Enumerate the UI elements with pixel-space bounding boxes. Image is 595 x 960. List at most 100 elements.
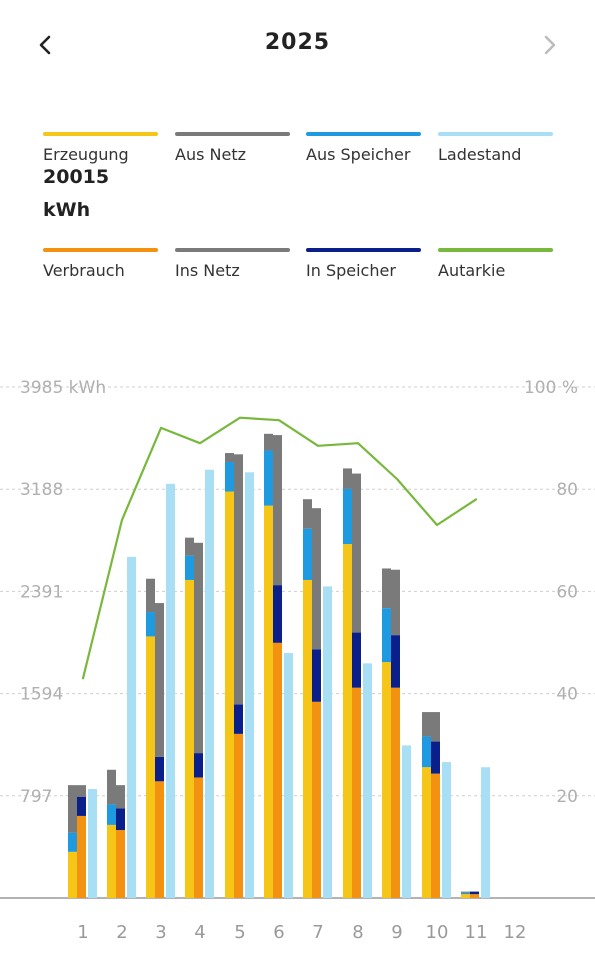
bar-ins-netz-1 (77, 785, 86, 797)
summary-unit: kWh (43, 199, 91, 221)
bar-erzeugung-4 (185, 579, 194, 898)
y-tick-left: 3985 kWh (20, 378, 106, 398)
bar-erzeugung-3 (146, 636, 155, 898)
bar-aus-speicher-9 (382, 608, 391, 663)
x-tick-label: 5 (234, 922, 245, 943)
bar-ins-netz-9 (391, 569, 400, 636)
bar-aus-netz-6 (264, 433, 273, 451)
bar-verbrauch-11 (470, 894, 479, 898)
bar-erzeugung-1 (68, 851, 77, 898)
bar-in-speicher-11 (470, 891, 479, 895)
bar-ladestand-3 (166, 483, 175, 898)
bar-aus-speicher-4 (185, 555, 194, 580)
bar-ladestand-10 (442, 762, 451, 898)
legend-swatch (306, 248, 421, 252)
bar-erzeugung-8 (343, 544, 352, 898)
bar-aus-netz-2 (107, 769, 116, 805)
bar-in-speicher-1 (77, 796, 86, 816)
bar-erzeugung-7 (303, 579, 312, 898)
bar-in-speicher-7 (312, 649, 321, 702)
legend-item-ins-netz[interactable]: Ins Netz (175, 248, 290, 280)
legend-item-autarkie[interactable]: Autarkie (438, 248, 553, 280)
bar-aus-netz-7 (303, 499, 312, 529)
legend-item-erzeugung[interactable]: Erzeugung (43, 132, 158, 164)
legend-label: Autarkie (438, 261, 506, 280)
bar-aus-speicher-7 (303, 528, 312, 580)
bar-aus-speicher-2 (107, 804, 116, 825)
chevron-left-icon[interactable] (30, 28, 60, 62)
bar-aus-netz-11 (461, 891, 470, 893)
legend-label: Verbrauch (43, 261, 125, 280)
y-tick-right: 40 (556, 685, 578, 705)
y-tick-right: 80 (556, 480, 578, 500)
bar-aus-netz-4 (185, 537, 194, 556)
bar-ladestand-9 (402, 745, 411, 898)
bar-aus-speicher-6 (264, 450, 273, 506)
bar-ladestand-6 (284, 653, 293, 898)
bar-erzeugung-2 (107, 824, 116, 898)
legend-item-aus-netz[interactable]: Aus Netz (175, 132, 290, 164)
bar-erzeugung-6 (264, 505, 273, 898)
bar-verbrauch-4 (194, 777, 203, 898)
bar-verbrauch-6 (273, 642, 282, 898)
x-tick-label: 3 (155, 922, 166, 943)
x-tick-label: 9 (391, 922, 402, 943)
bar-erzeugung-5 (225, 491, 234, 898)
bar-ladestand-5 (245, 472, 254, 898)
y-tick-left: 797 (20, 787, 52, 807)
bar-verbrauch-8 (352, 687, 361, 898)
bar-ladestand-4 (205, 469, 214, 898)
x-tick-label: 4 (194, 922, 205, 943)
legend-swatch (175, 248, 290, 252)
x-tick-label: 6 (273, 922, 284, 943)
summary-value: 20015 (43, 166, 110, 188)
legend-label: Ins Netz (175, 261, 240, 280)
bar-ins-netz-7 (312, 508, 321, 650)
bar-ins-netz-10 (431, 712, 440, 742)
bar-in-speicher-2 (116, 808, 125, 831)
legend-label: Aus Speicher (306, 145, 411, 164)
x-tick-label: 11 (465, 922, 488, 943)
legend-item-ladestand[interactable]: Ladestand (438, 132, 553, 164)
bar-aus-netz-3 (146, 578, 155, 613)
legend-item-verbrauch[interactable]: Verbrauch (43, 248, 158, 280)
y-tick-right: 100 % (524, 378, 578, 398)
bar-in-speicher-3 (155, 756, 164, 782)
chevron-right-icon[interactable] (535, 28, 565, 62)
bar-erzeugung-11 (461, 894, 470, 898)
bar-in-speicher-5 (234, 704, 243, 734)
x-tick-label: 2 (116, 922, 127, 943)
bar-ladestand-8 (363, 663, 372, 898)
x-tick-label: 7 (312, 922, 323, 943)
bar-aus-speicher-11 (461, 892, 470, 895)
bar-aus-netz-5 (225, 453, 234, 463)
bar-aus-speicher-5 (225, 462, 234, 492)
bar-aus-netz-8 (343, 468, 352, 489)
header: 2025 (0, 0, 595, 90)
bar-aus-speicher-10 (422, 736, 431, 768)
bar-aus-netz-1 (68, 785, 77, 833)
bar-ladestand-7 (323, 586, 332, 898)
legend-swatch (438, 248, 553, 252)
bar-verbrauch-9 (391, 687, 400, 898)
legend-item-in-speicher[interactable]: In Speicher (306, 248, 421, 280)
bar-verbrauch-10 (431, 773, 440, 898)
y-tick-left: 1594 (20, 685, 63, 705)
line-autarkie (81, 416, 478, 680)
legend-label: In Speicher (306, 261, 396, 280)
legend-item-aus-speicher[interactable]: Aus Speicher (306, 132, 421, 164)
legend-swatch (43, 248, 158, 252)
bar-ins-netz-8 (352, 473, 361, 633)
y-tick-left: 2391 (20, 582, 63, 602)
bar-aus-speicher-1 (68, 832, 77, 852)
y-tick-left: 3188 (20, 480, 63, 500)
x-tick-label: 10 (426, 922, 449, 943)
x-tick-label: 12 (504, 922, 527, 943)
bar-ins-netz-4 (194, 542, 203, 754)
legend-swatch (306, 132, 421, 136)
bar-ins-netz-5 (234, 454, 243, 705)
page-title: 2025 (264, 30, 331, 55)
bar-aus-netz-10 (422, 712, 431, 737)
bar-verbrauch-2 (116, 830, 125, 898)
y-tick-right: 60 (556, 582, 578, 602)
